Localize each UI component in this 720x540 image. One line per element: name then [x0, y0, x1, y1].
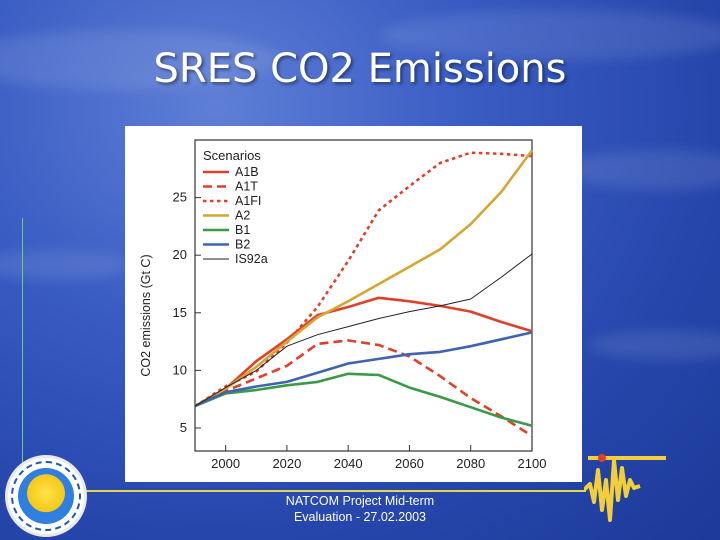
x-tick-label: 2040 [334, 456, 363, 471]
slide-footer: NATCOM Project Mid-term Evaluation - 27.… [262, 493, 458, 525]
y-tick-label: 20 [173, 247, 187, 262]
seismograph-icon [584, 454, 666, 522]
y-tick-label: 5 [180, 420, 187, 435]
legend-label-a1fi: A1FI [235, 194, 261, 208]
legend-label-b2: B2 [235, 238, 250, 252]
left-accent-line [22, 218, 23, 478]
x-tick-label: 2000 [211, 456, 240, 471]
y-axis-label: CO2 emissions (Gt C) [139, 254, 153, 376]
series-line-a2 [194, 149, 534, 408]
bottom-accent-line [86, 490, 586, 492]
series-line-a1b [194, 296, 533, 408]
series-line-is92a [194, 253, 533, 407]
y-tick-label: 10 [173, 362, 187, 377]
organization-logo [5, 455, 87, 537]
legend-label-a2: A2 [235, 209, 250, 223]
x-tick-label: 2080 [456, 456, 485, 471]
legend-label-a1t: A1T [235, 180, 258, 194]
x-tick-label: 2100 [518, 456, 547, 471]
logo-ring [11, 461, 81, 531]
footer-line-1: NATCOM Project Mid-term [285, 494, 435, 508]
x-tick-label: 2020 [272, 456, 301, 471]
series-line-a1t [194, 339, 533, 438]
series-line-b1 [194, 372, 533, 427]
legend-label-is92a: IS92a [235, 252, 268, 266]
x-tick-label: 2060 [395, 456, 424, 471]
plot-frame [194, 139, 533, 452]
series-line-b2 [194, 331, 533, 408]
chart-panel: 2000 2020 2040 2060 2080 2100 5 10 15 20 25 CO2 emi… [125, 126, 582, 482]
footer-line-2: Evaluation - 27.02.2003 [293, 510, 427, 524]
legend-label-b1: B1 [235, 223, 250, 237]
legend-label-a1b: A1B [235, 165, 259, 179]
globe-icon [18, 468, 74, 524]
legend-title: Scenarios [203, 148, 261, 163]
series-line-a1fi [194, 151, 533, 408]
y-tick-label: 25 [173, 190, 187, 205]
slide-title: SRES CO2 Emissions [153, 46, 567, 92]
co2-emissions-chart: 2000 2020 2040 2060 2080 2100 5 10 15 20 25 CO2 emi… [139, 139, 547, 471]
y-tick-label: 15 [173, 305, 187, 320]
